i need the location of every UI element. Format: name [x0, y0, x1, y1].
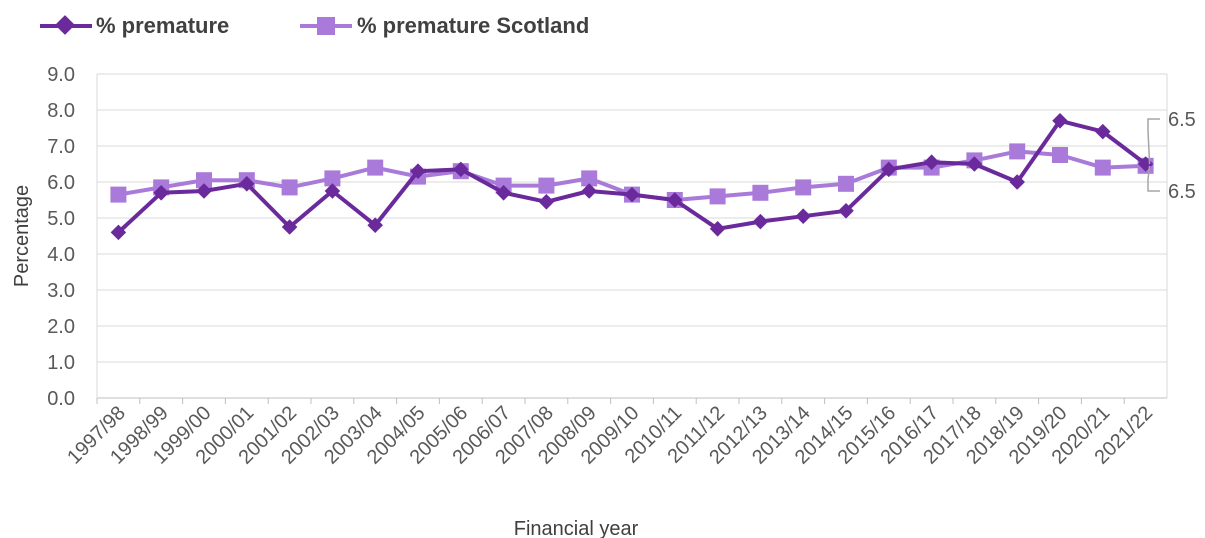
gridlines [96, 73, 1168, 404]
data-point-diamond [538, 194, 555, 210]
data-point-diamond [667, 192, 683, 208]
annotation-leader-line [1147, 118, 1160, 165]
data-point-square [581, 170, 598, 187]
legend-marker-premature [55, 15, 75, 35]
y-tick-label: 7.0 [47, 136, 75, 158]
legend-label-scotland: % premature Scotland [357, 13, 589, 38]
series-line [117, 118, 1147, 234]
data-point-diamond [239, 176, 255, 192]
series-group [110, 113, 1154, 241]
data-point-square [281, 179, 298, 196]
data-point-diamond [1052, 113, 1068, 129]
data-point-square [196, 172, 212, 189]
data-point-square [1094, 159, 1111, 176]
x-axis-ticks: 1997/981998/991999/002000/012001/022002/… [63, 402, 1157, 469]
data-point-diamond [495, 185, 512, 201]
data-point-square [324, 170, 341, 187]
data-point-diamond [1095, 123, 1111, 140]
legend: % premature % premature Scotland [40, 13, 589, 38]
y-tick-label: 8.0 [47, 100, 75, 122]
data-point-diamond [110, 224, 127, 241]
data-point-diamond [795, 208, 811, 224]
data-point-diamond [966, 156, 983, 172]
y-tick-label: 0.0 [47, 388, 75, 410]
data-point-diamond [1009, 174, 1025, 190]
data-point-diamond [281, 219, 298, 235]
data-point-diamond [324, 183, 341, 199]
x-axis-title: Financial year [514, 518, 639, 538]
y-axis-title: Percentage [11, 185, 33, 287]
data-point-square [795, 179, 812, 196]
data-point-square [752, 184, 769, 201]
annotation-label: 6.5 [1168, 109, 1196, 131]
data-point-square [367, 159, 384, 176]
data-point-diamond [752, 213, 769, 230]
data-point-diamond [581, 183, 597, 199]
data-point-diamond [709, 221, 726, 237]
annotation-leader-line [1147, 165, 1160, 192]
data-point-square [110, 186, 127, 203]
y-tick-label: 6.0 [47, 172, 75, 194]
legend-marker-scotland [317, 17, 335, 35]
data-point-diamond [881, 161, 897, 178]
y-tick-label: 1.0 [47, 352, 75, 374]
y-tick-label: 3.0 [47, 280, 75, 302]
data-point-diamond [838, 203, 854, 219]
y-tick-label: 4.0 [47, 244, 75, 266]
y-axis-ticks: 0.0 1.0 2.0 3.0 4.0 5.0 6.0 7.0 8.0 9.0 [47, 64, 75, 410]
data-point-diamond [153, 185, 169, 201]
annotations: 6.5 6.5 [1147, 109, 1196, 203]
data-point-square [838, 175, 854, 192]
y-tick-label: 2.0 [47, 316, 75, 338]
annotation-label: 6.5 [1168, 181, 1196, 203]
data-point-diamond [196, 183, 212, 199]
y-tick-label: 5.0 [47, 208, 75, 230]
data-point-diamond [923, 154, 940, 170]
data-point-square [1052, 147, 1068, 163]
data-point-square [1009, 143, 1026, 160]
data-point-square [538, 177, 555, 194]
data-point-diamond [453, 161, 469, 178]
data-point-diamond [367, 217, 383, 233]
data-point-diamond [624, 186, 640, 203]
y-tick-label: 9.0 [47, 64, 75, 86]
legend-label-premature: % premature [96, 13, 229, 38]
data-point-square [709, 188, 726, 205]
data-point-diamond [410, 163, 426, 179]
